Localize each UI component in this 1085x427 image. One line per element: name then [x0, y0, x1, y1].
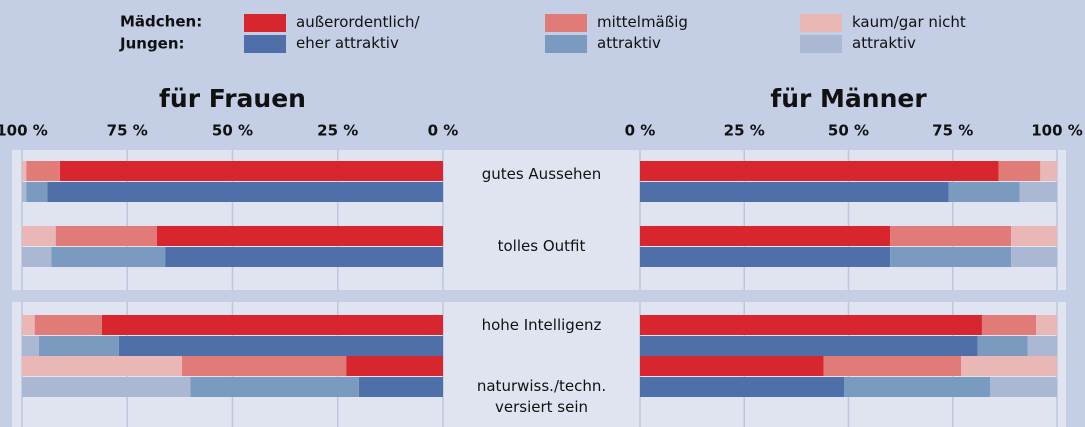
bar [640, 336, 978, 356]
bar [47, 182, 443, 202]
legend-group: Mädchen: [120, 13, 202, 31]
bar [165, 247, 443, 267]
bar [844, 377, 991, 397]
legend-swatch [545, 35, 587, 53]
category-label: gutes Aussehen [481, 165, 602, 183]
bar [181, 356, 347, 376]
legend-label: kaum/gar nicht attraktiv [852, 13, 966, 52]
bar [55, 226, 157, 246]
x-tick-label: 100 % [0, 122, 48, 140]
x-tick-label: 75 % [107, 122, 148, 140]
category-label: tolles Outfit [497, 237, 586, 255]
panel-title: für Frauen [159, 84, 306, 113]
bar [640, 161, 999, 181]
x-tick-label: 75 % [932, 122, 973, 140]
bar [890, 247, 1012, 267]
bar [156, 226, 443, 246]
bar [51, 247, 166, 267]
bar [118, 336, 443, 356]
bar [22, 356, 182, 376]
bar [977, 336, 1028, 356]
bar [22, 226, 56, 246]
bar [948, 182, 1020, 202]
bar [1036, 315, 1057, 335]
bar [1040, 161, 1057, 181]
x-tick-label: 25 % [317, 122, 358, 140]
bar [358, 377, 443, 397]
x-tick-label: 50 % [212, 122, 253, 140]
bar [640, 226, 891, 246]
legend-swatch [244, 35, 286, 53]
x-tick-label: 0 % [428, 122, 459, 140]
x-tick-label: 100 % [1031, 122, 1083, 140]
bar [22, 161, 27, 181]
panel-title: für Männer [770, 84, 927, 113]
bar [59, 161, 443, 181]
bar [26, 161, 60, 181]
bar [640, 182, 949, 202]
bar [22, 247, 52, 267]
bar [1027, 336, 1057, 356]
bar [34, 315, 102, 335]
x-tick-label: 25 % [724, 122, 765, 140]
bar [38, 336, 119, 356]
bar [190, 377, 359, 397]
legend-label: außerordentlich/ eher attraktiv [296, 13, 420, 52]
bar [823, 356, 962, 376]
bar [22, 377, 191, 397]
bar [640, 356, 824, 376]
legend-group: Jungen: [119, 35, 185, 53]
bar [1011, 226, 1057, 246]
bar [1011, 247, 1057, 267]
bar [346, 356, 443, 376]
x-tick-label: 0 % [625, 122, 656, 140]
x-tick-label: 50 % [828, 122, 869, 140]
category-label: hohe Intelligenz [481, 316, 602, 334]
bar [640, 377, 845, 397]
bar [22, 336, 39, 356]
legend-swatch [800, 35, 842, 53]
bar [101, 315, 444, 335]
bar [1019, 182, 1057, 202]
bar [22, 182, 27, 202]
bar [890, 226, 1012, 246]
category-label: naturwiss./techn. versiert sein [476, 377, 607, 416]
legend-swatch [545, 14, 587, 32]
legend-swatch [244, 14, 286, 32]
bar [640, 315, 982, 335]
bar [990, 377, 1057, 397]
bar [998, 161, 1041, 181]
bar [26, 182, 48, 202]
bar [22, 315, 35, 335]
legend-label: mittelmäßig attraktiv [597, 13, 688, 52]
bar [961, 356, 1057, 376]
legend-swatch [800, 14, 842, 32]
bar [981, 315, 1037, 335]
bar [640, 247, 891, 267]
